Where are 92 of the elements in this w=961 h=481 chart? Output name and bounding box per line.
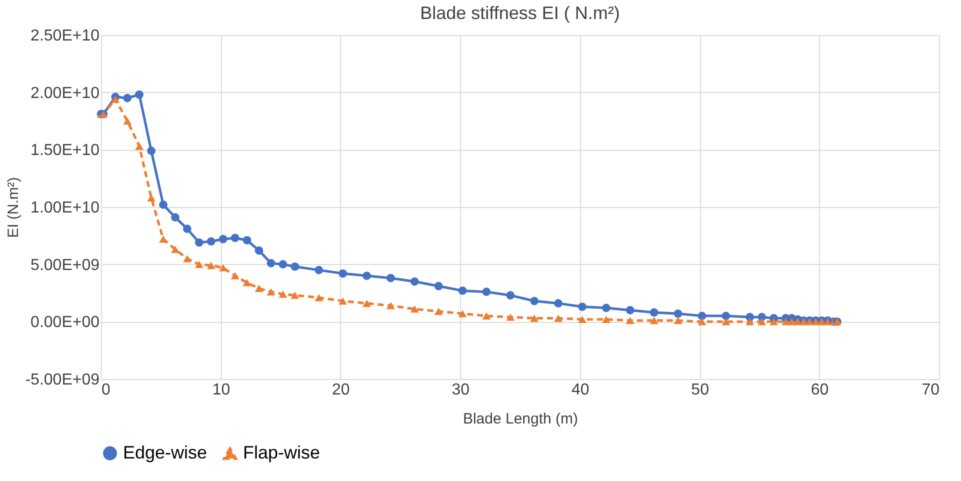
point — [698, 312, 706, 320]
x-tick-label: 20 — [332, 382, 350, 398]
point — [674, 316, 682, 324]
point — [650, 308, 658, 317]
point — [218, 234, 228, 244]
point — [230, 272, 240, 280]
point — [386, 302, 395, 310]
point — [482, 312, 491, 320]
point — [770, 318, 778, 326]
y-axis-title: EI (N.m²) — [5, 177, 22, 238]
point — [266, 288, 276, 296]
point — [578, 302, 586, 311]
y-tick-label: 2.00E+10 — [30, 84, 100, 102]
point — [242, 236, 252, 244]
x-tick-label: 50 — [691, 382, 710, 398]
y-tick-label: 0.00E+00 — [30, 314, 100, 332]
point — [794, 318, 802, 326]
point — [183, 254, 192, 262]
point — [290, 262, 300, 271]
x-tick-label: 40 — [571, 382, 590, 398]
point — [410, 305, 419, 313]
point — [314, 294, 324, 302]
point — [254, 284, 264, 292]
point — [722, 318, 730, 326]
point — [674, 309, 682, 318]
y-tick-label: 2.50E+10 — [30, 28, 100, 44]
point — [314, 266, 324, 274]
point — [506, 313, 515, 321]
point — [266, 259, 276, 268]
point — [458, 310, 467, 318]
point — [194, 238, 204, 247]
point — [578, 316, 586, 323]
point — [530, 314, 539, 322]
point — [554, 299, 562, 308]
point — [194, 260, 204, 268]
point — [482, 288, 491, 296]
point — [218, 264, 228, 272]
y-tick-label: 1.50E+10 — [30, 142, 100, 160]
point — [183, 224, 192, 233]
point — [123, 117, 132, 125]
x-tick-label: 70 — [922, 382, 940, 398]
point — [602, 304, 610, 312]
point — [602, 316, 610, 323]
y-tick-label: -5.00E+09 — [25, 372, 100, 388]
point — [506, 291, 515, 300]
point — [722, 312, 730, 320]
point — [788, 318, 796, 326]
point — [171, 213, 180, 222]
point — [410, 277, 419, 286]
point — [135, 90, 144, 99]
point — [147, 194, 156, 202]
point — [698, 318, 706, 326]
point — [782, 318, 790, 326]
point — [206, 262, 216, 270]
chart-title: Blade stiffness EI ( N.m²) — [420, 3, 620, 23]
x-tick-label: 30 — [452, 382, 470, 398]
point — [758, 318, 766, 326]
point — [206, 237, 216, 246]
point — [147, 146, 156, 155]
point — [278, 290, 288, 298]
point — [386, 274, 395, 282]
x-tick-label: 0 — [102, 382, 110, 398]
x-tick-label: 60 — [810, 382, 829, 398]
x-axis-title: Blade Length (m) — [462, 410, 578, 428]
point — [123, 94, 132, 102]
point — [650, 316, 658, 324]
legend-label: Edge-wise — [123, 442, 208, 462]
legend-label: Flap-wise — [243, 442, 320, 463]
point — [159, 200, 168, 209]
point — [254, 246, 264, 255]
point — [434, 308, 443, 315]
x-tick-label: 10 — [212, 382, 230, 398]
point — [362, 272, 371, 280]
point — [530, 296, 539, 306]
y-tick-label: 1.00E+10 — [30, 200, 100, 216]
point — [135, 142, 144, 150]
point — [338, 269, 348, 278]
point — [434, 282, 443, 290]
point — [278, 260, 288, 269]
point — [242, 279, 252, 286]
point — [746, 318, 754, 326]
point — [626, 306, 634, 314]
point — [290, 292, 300, 299]
point — [626, 316, 634, 324]
point — [338, 297, 348, 305]
point — [171, 246, 180, 254]
point — [230, 234, 240, 242]
point — [362, 300, 371, 307]
y-tick-label: 5.00E+09 — [30, 256, 100, 274]
point — [458, 286, 467, 295]
point — [554, 314, 562, 322]
point — [111, 96, 120, 103]
